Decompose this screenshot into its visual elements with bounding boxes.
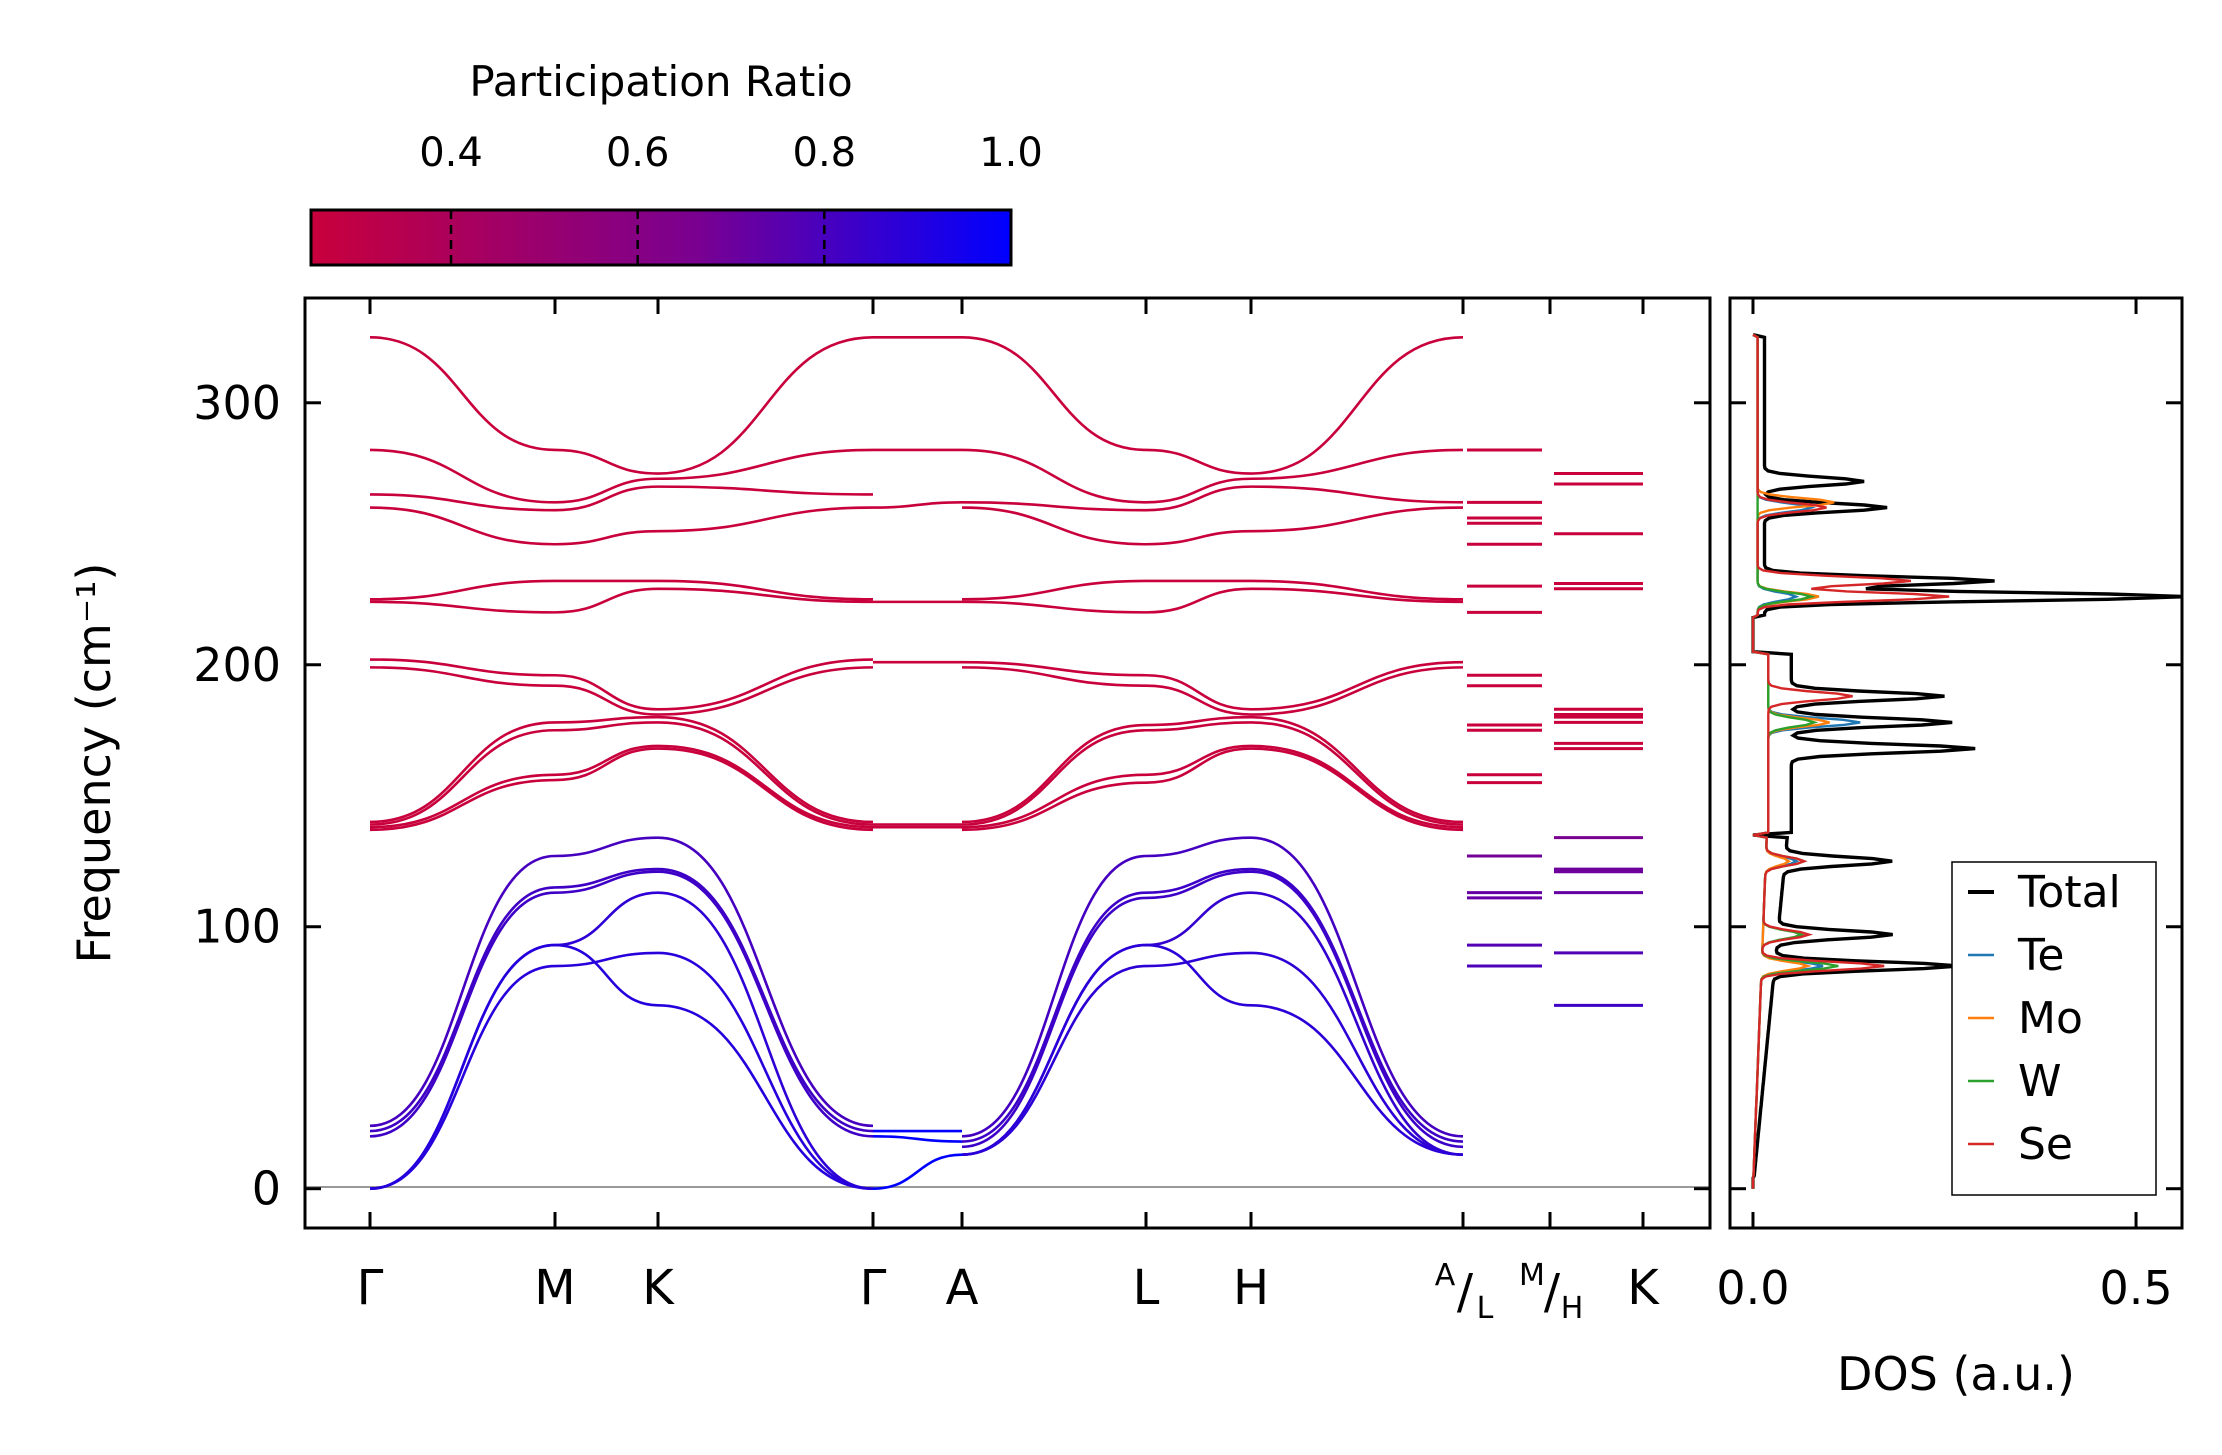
band-branch <box>961 660 1464 711</box>
legend-label-total: Total <box>2017 867 2121 918</box>
k-label-sub: L <box>1477 1291 1494 1326</box>
band-branch <box>961 721 1464 826</box>
phonon-bands <box>369 335 1643 1190</box>
k-label: M <box>534 1260 575 1316</box>
y-tick-label: 200 <box>193 638 281 692</box>
band-branch <box>369 485 874 512</box>
band-branch <box>872 1135 963 1143</box>
k-label: L <box>1133 1260 1160 1316</box>
dos-x-axis-label: DOS (a.u.) <box>1837 1347 2075 1401</box>
k-label: K <box>1627 1260 1660 1316</box>
y-tick-label: 0 <box>252 1162 281 1216</box>
dos-x-tick-label: 0.5 <box>2099 1261 2172 1315</box>
k-label: K <box>642 1260 675 1316</box>
band-branch <box>369 744 874 829</box>
k-label-slash: / <box>1457 1264 1474 1320</box>
dos-panel-frame <box>1728 296 2184 1230</box>
band-branch <box>961 836 1464 1138</box>
band-branch <box>369 579 874 601</box>
colorbar-tick-label: 0.8 <box>793 130 857 176</box>
k-label-slash: / <box>1544 1264 1561 1320</box>
colorbar-gradient <box>309 208 1013 267</box>
k-path-ticks: Γ M K Γ A L H A / LM/H K <box>357 298 1660 1326</box>
band-branch <box>961 951 1464 1156</box>
band-branch <box>961 448 1464 504</box>
legend-label-se: Se <box>2018 1119 2073 1170</box>
dos-legend: Total Te Mo W Se <box>1951 861 2157 1196</box>
dos-curve-total <box>1751 333 2182 1189</box>
band-branch <box>961 744 1464 829</box>
k-label: Γ <box>860 1260 887 1316</box>
band-branch <box>961 943 1464 1156</box>
k-label-sup: A <box>1435 1258 1456 1293</box>
band-branch <box>369 587 874 614</box>
colorbar-tick-label: 1.0 <box>979 130 1043 176</box>
y-tick-label: 300 <box>193 376 281 430</box>
band-branch <box>961 747 1464 832</box>
band-branch <box>369 658 874 711</box>
colorbar-ticks: 0.4 0.6 0.8 1.0 <box>419 130 1043 265</box>
band-branch <box>961 506 1464 546</box>
band-branch <box>369 943 874 1190</box>
band-branch <box>369 836 874 1128</box>
band-branch <box>961 587 1464 614</box>
legend-label-mo: Mo <box>2018 993 2083 1044</box>
legend-label-w: W <box>2018 1056 2062 1107</box>
k-split-label: A / L <box>1435 1258 1494 1326</box>
band-branch <box>961 891 1464 1156</box>
colorbar: Participation Ratio 0.4 0.6 0.8 1.0 <box>309 57 1043 267</box>
band-branch <box>369 867 874 1133</box>
legend-frame <box>1951 861 2157 1196</box>
k-label-sub: H <box>1561 1291 1584 1326</box>
y-axis-label: Frequency (cm⁻¹) <box>67 563 121 964</box>
k-label: H <box>1233 1260 1269 1316</box>
k-label-sup: M <box>1519 1258 1545 1293</box>
k-label: Γ <box>357 1260 384 1316</box>
dos-curves <box>1751 333 2182 1189</box>
band-branch <box>961 870 1464 1149</box>
dos-axis-ticks: 0.0 0.5 <box>1716 298 2182 1315</box>
band-branch <box>369 666 874 716</box>
y-tick-label: 100 <box>193 900 281 954</box>
band-branch <box>961 666 1464 716</box>
k-label: A <box>946 1260 979 1316</box>
band-branch <box>961 485 1464 512</box>
band-branch <box>369 715 874 824</box>
colorbar-tick-label: 0.4 <box>419 130 483 176</box>
colorbar-tick-label: 0.6 <box>606 130 670 176</box>
band-branch <box>369 721 874 826</box>
band-branch <box>369 335 874 475</box>
k-split-label: M/H <box>1519 1258 1583 1326</box>
band-branch <box>961 867 1464 1143</box>
legend-label-te: Te <box>2017 930 2064 981</box>
dos-curve-se <box>1751 333 1950 1189</box>
band-branch <box>961 335 1464 475</box>
band-branch <box>369 951 874 1190</box>
band-branch <box>369 747 874 832</box>
band-branch <box>872 1153 963 1190</box>
band-branch <box>369 870 874 1138</box>
y-axis-ticks: 0 100 200 300 <box>193 376 1710 1216</box>
band-branch <box>961 715 1464 824</box>
colorbar-label: Participation Ratio <box>469 57 852 106</box>
band-branch <box>961 579 1464 601</box>
band-branch <box>872 501 963 509</box>
dos-panel: 0.0 0.5 DOS (a.u.) Total Te Mo W Se <box>1716 296 2184 1401</box>
band-branch <box>369 506 874 546</box>
dos-x-tick-label: 0.0 <box>1716 1261 1789 1315</box>
band-panel-frame <box>303 296 1712 1230</box>
band-branch <box>369 448 874 504</box>
